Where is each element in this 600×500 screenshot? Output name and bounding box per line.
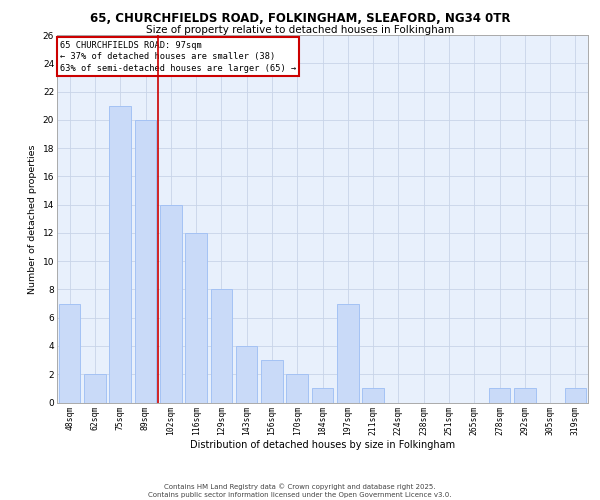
Bar: [565, 388, 586, 402]
Bar: [337, 304, 359, 402]
Bar: [59, 304, 80, 402]
Bar: [185, 233, 207, 402]
Bar: [489, 388, 510, 402]
X-axis label: Distribution of detached houses by size in Folkingham: Distribution of detached houses by size …: [190, 440, 455, 450]
Bar: [261, 360, 283, 403]
Bar: [109, 106, 131, 403]
Text: 65 CHURCHFIELDS ROAD: 97sqm
← 37% of detached houses are smaller (38)
63% of sem: 65 CHURCHFIELDS ROAD: 97sqm ← 37% of det…: [59, 40, 296, 73]
Bar: [135, 120, 156, 403]
Bar: [84, 374, 106, 402]
Text: Contains HM Land Registry data © Crown copyright and database right 2025.
Contai: Contains HM Land Registry data © Crown c…: [148, 484, 452, 498]
Bar: [362, 388, 384, 402]
Bar: [236, 346, 257, 403]
Text: 65, CHURCHFIELDS ROAD, FOLKINGHAM, SLEAFORD, NG34 0TR: 65, CHURCHFIELDS ROAD, FOLKINGHAM, SLEAF…: [90, 12, 510, 26]
Y-axis label: Number of detached properties: Number of detached properties: [28, 144, 37, 294]
Bar: [286, 374, 308, 402]
Bar: [160, 204, 182, 402]
Bar: [312, 388, 333, 402]
Bar: [211, 290, 232, 403]
Text: Size of property relative to detached houses in Folkingham: Size of property relative to detached ho…: [146, 25, 454, 35]
Bar: [514, 388, 536, 402]
